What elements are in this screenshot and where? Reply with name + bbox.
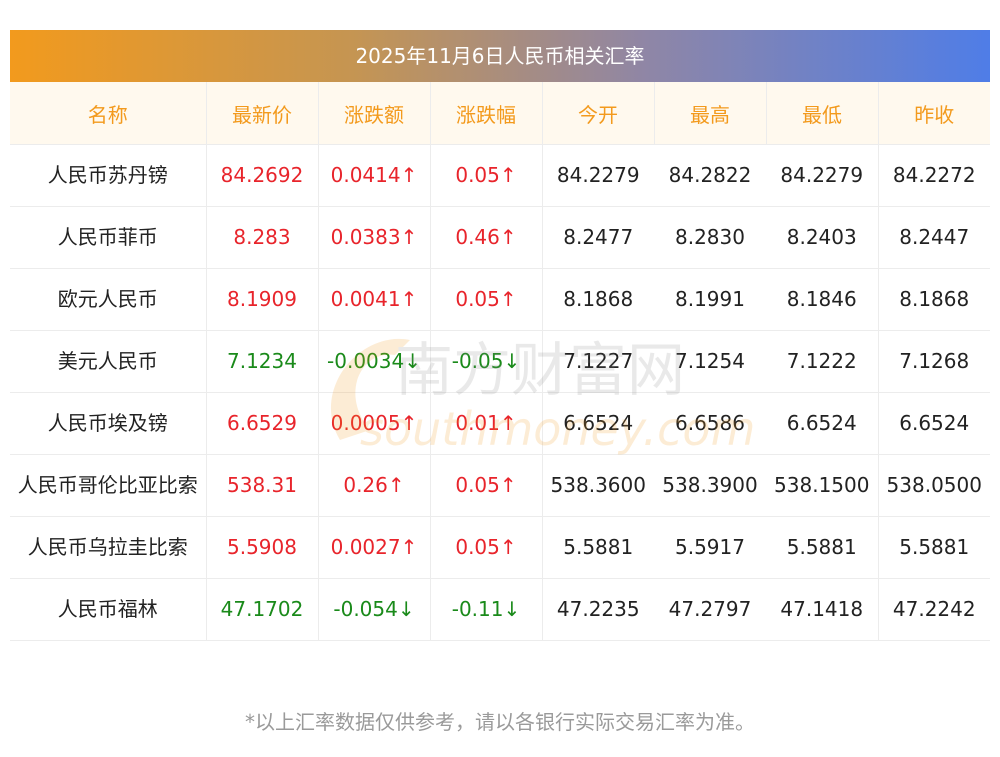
open-cell: 5.5881 (542, 516, 654, 579)
latest-cell: 8.1909 (206, 268, 319, 331)
low-cell: 84.2279 (766, 144, 879, 207)
header-name: 名称 (10, 82, 207, 145)
change-pct-cell: 0.01↑ (430, 392, 543, 455)
table-row: 美元人民币 7.1234 -0.0034↓ -0.05↓ 7.1227 7.1254 7.1… (10, 330, 990, 393)
currency-name-cell: 美元人民币 (10, 330, 207, 393)
change-pct-cell: 0.05↑ (430, 454, 543, 517)
currency-name-cell: 人民币埃及镑 (10, 392, 207, 455)
open-cell: 8.1868 (542, 268, 654, 331)
header-prev-close: 昨收 (878, 82, 990, 145)
open-cell: 7.1227 (542, 330, 654, 393)
prev-close-cell: 8.2447 (878, 206, 990, 269)
change-cell: 0.0041↑ (318, 268, 431, 331)
high-cell: 84.2822 (654, 144, 766, 207)
low-cell: 6.6524 (766, 392, 879, 455)
change-pct-cell: -0.05↓ (430, 330, 543, 393)
exchange-rate-table: 名称 最新价 涨跌额 涨跌幅 今开 最高 最低 昨收 人民币苏丹镑 84.2692… (10, 82, 990, 641)
footnote: *以上汇率数据仅供参考，请以各银行实际交易汇率为准。 (245, 710, 755, 734)
change-pct-cell: -0.11↓ (430, 578, 543, 641)
change-cell: 0.0414↑ (318, 144, 431, 207)
low-cell: 7.1222 (766, 330, 879, 393)
high-cell: 538.3900 (654, 454, 766, 517)
prev-close-cell: 538.0500 (878, 454, 990, 517)
open-cell: 47.2235 (542, 578, 654, 641)
header-change: 涨跌额 (318, 82, 431, 145)
low-cell: 5.5881 (766, 516, 879, 579)
prev-close-cell: 8.1868 (878, 268, 990, 331)
latest-cell: 47.1702 (206, 578, 319, 641)
change-cell: 0.0383↑ (318, 206, 431, 269)
prev-close-cell: 6.6524 (878, 392, 990, 455)
high-cell: 7.1254 (654, 330, 766, 393)
low-cell: 8.2403 (766, 206, 879, 269)
low-cell: 47.1418 (766, 578, 879, 641)
currency-name-cell: 人民币菲币 (10, 206, 207, 269)
prev-close-cell: 84.2272 (878, 144, 990, 207)
currency-name-cell: 人民币哥伦比亚比索 (10, 454, 207, 517)
high-cell: 5.5917 (654, 516, 766, 579)
currency-name-cell: 人民币苏丹镑 (10, 144, 207, 207)
low-cell: 8.1846 (766, 268, 879, 331)
change-cell: 0.0027↑ (318, 516, 431, 579)
low-cell: 538.1500 (766, 454, 879, 517)
table-row: 人民币福林 47.1702 -0.054↓ -0.11↓ 47.2235 47.2797 4… (10, 578, 990, 641)
latest-cell: 8.283 (206, 206, 319, 269)
change-pct-cell: 0.05↑ (430, 144, 543, 207)
change-cell: 0.26↑ (318, 454, 431, 517)
table-row: 欧元人民币 8.1909 0.0041↑ 0.05↑ 8.1868 8.1991 8.184… (10, 268, 990, 331)
table-header-row: 名称 最新价 涨跌额 涨跌幅 今开 最高 最低 昨收 (10, 82, 990, 145)
currency-name-cell: 欧元人民币 (10, 268, 207, 331)
prev-close-cell: 7.1268 (878, 330, 990, 393)
header-latest: 最新价 (206, 82, 319, 145)
table-row: 人民币哥伦比亚比索 538.31 0.26↑ 0.05↑ 538.3600 538.390… (10, 454, 990, 517)
table-row: 人民币苏丹镑 84.2692 0.0414↑ 0.05↑ 84.2279 84.2822 8… (10, 144, 990, 207)
change-pct-cell: 0.05↑ (430, 516, 543, 579)
change-cell: -0.0034↓ (318, 330, 431, 393)
latest-cell: 538.31 (206, 454, 319, 517)
page-title: 2025年11月6日人民币相关汇率 (10, 30, 990, 82)
high-cell: 8.1991 (654, 268, 766, 331)
change-pct-cell: 0.46↑ (430, 206, 543, 269)
table-row: 人民币乌拉圭比索 5.5908 0.0027↑ 0.05↑ 5.5881 5.5917 5.… (10, 516, 990, 579)
header-high: 最高 (654, 82, 767, 145)
open-cell: 8.2477 (542, 206, 654, 269)
table-row: 人民币埃及镑 6.6529 0.0005↑ 0.01↑ 6.6524 6.6586 6.65… (10, 392, 990, 455)
prev-close-cell: 47.2242 (878, 578, 990, 641)
table-row: 人民币菲币 8.283 0.0383↑ 0.46↑ 8.2477 8.2830 8.2403… (10, 206, 990, 269)
header-low: 最低 (766, 82, 879, 145)
currency-name-cell: 人民币乌拉圭比索 (10, 516, 207, 579)
currency-name-cell: 人民币福林 (10, 578, 207, 641)
open-cell: 84.2279 (542, 144, 654, 207)
change-pct-cell: 0.05↑ (430, 268, 543, 331)
prev-close-cell: 5.5881 (878, 516, 990, 579)
change-cell: 0.0005↑ (318, 392, 431, 455)
open-cell: 538.3600 (542, 454, 654, 517)
high-cell: 8.2830 (654, 206, 766, 269)
change-cell: -0.054↓ (318, 578, 431, 641)
header-change-pct: 涨跌幅 (430, 82, 543, 145)
open-cell: 6.6524 (542, 392, 654, 455)
latest-cell: 84.2692 (206, 144, 319, 207)
latest-cell: 7.1234 (206, 330, 319, 393)
latest-cell: 6.6529 (206, 392, 319, 455)
latest-cell: 5.5908 (206, 516, 319, 579)
high-cell: 47.2797 (654, 578, 766, 641)
high-cell: 6.6586 (654, 392, 766, 455)
header-open: 今开 (542, 82, 655, 145)
